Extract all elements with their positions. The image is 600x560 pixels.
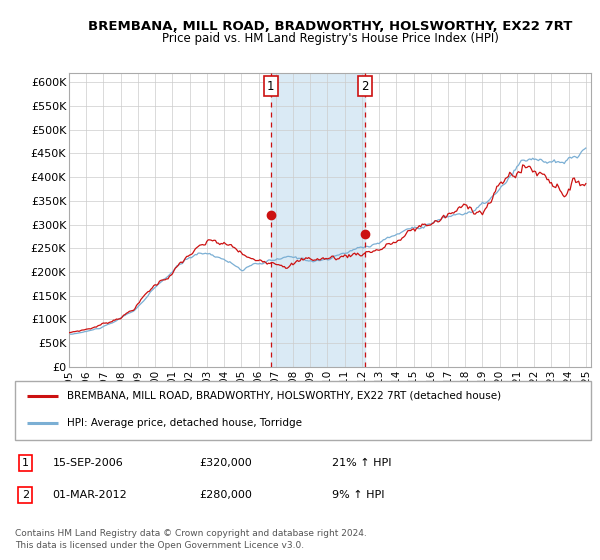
Text: £320,000: £320,000: [199, 458, 252, 468]
Text: HPI: Average price, detached house, Torridge: HPI: Average price, detached house, Torr…: [67, 418, 302, 428]
Bar: [271, 73, 365, 367]
Text: 01-MAR-2012: 01-MAR-2012: [52, 490, 127, 500]
Text: 2: 2: [361, 80, 368, 92]
Text: 2: 2: [22, 490, 29, 500]
Text: 21% ↑ HPI: 21% ↑ HPI: [332, 458, 391, 468]
Text: 9% ↑ HPI: 9% ↑ HPI: [332, 490, 385, 500]
Text: £280,000: £280,000: [199, 490, 252, 500]
Text: 15-SEP-2006: 15-SEP-2006: [52, 458, 123, 468]
Text: 1: 1: [22, 458, 29, 468]
Text: Price paid vs. HM Land Registry's House Price Index (HPI): Price paid vs. HM Land Registry's House …: [161, 32, 499, 45]
Text: BREMBANA, MILL ROAD, BRADWORTHY, HOLSWORTHY, EX22 7RT (detached house): BREMBANA, MILL ROAD, BRADWORTHY, HOLSWOR…: [67, 390, 501, 400]
Text: 1: 1: [267, 80, 274, 92]
Text: Contains HM Land Registry data © Crown copyright and database right 2024.
This d: Contains HM Land Registry data © Crown c…: [15, 529, 367, 550]
FancyBboxPatch shape: [15, 381, 591, 440]
Text: BREMBANA, MILL ROAD, BRADWORTHY, HOLSWORTHY, EX22 7RT: BREMBANA, MILL ROAD, BRADWORTHY, HOLSWOR…: [88, 20, 572, 32]
